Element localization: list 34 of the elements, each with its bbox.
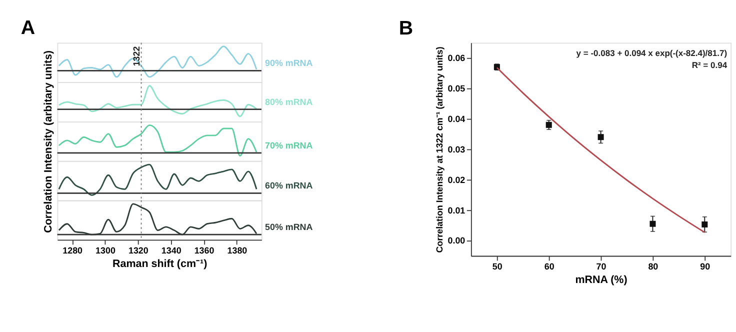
series-label: 50% mRNA bbox=[265, 222, 314, 232]
annotation: y = -0.083 + 0.094 x exp(-(x-82.4)/81.7) bbox=[576, 48, 728, 58]
series-label: 60% mRNA bbox=[265, 180, 314, 191]
point bbox=[650, 220, 656, 227]
x-tick-label: 1360 bbox=[194, 246, 214, 256]
x-tick-label: 50 bbox=[492, 262, 502, 272]
x-tick-label: 1280 bbox=[62, 246, 83, 256]
y-tick-label: 0.05 bbox=[448, 84, 466, 94]
series-label: 90% mRNA bbox=[265, 58, 314, 68]
y-tick-label: 0.04 bbox=[448, 114, 466, 124]
x-tick-label: 90 bbox=[700, 262, 710, 272]
x-axis-title: mRNA (%) bbox=[575, 274, 628, 286]
x-tick-label: 1340 bbox=[161, 246, 182, 256]
y-tick-label: 0.03 bbox=[448, 144, 466, 154]
y-axis-title: Correlation Intensity at 1322 cm⁻¹ (arbitary units) bbox=[434, 46, 444, 253]
x-axis-title: Raman shift (cm⁻¹) bbox=[112, 258, 208, 270]
y-tick-label: 0.01 bbox=[448, 205, 466, 216]
x-tick-label: 1380 bbox=[227, 246, 248, 256]
x-tick-label: 1320 bbox=[128, 246, 148, 256]
point bbox=[598, 134, 604, 140]
series-label: 70% mRNA bbox=[265, 140, 314, 151]
annotation: R² = 0.94 bbox=[692, 60, 728, 70]
ref-line-label: 1322 bbox=[131, 46, 142, 66]
y-tick-label: 0.06 bbox=[448, 53, 466, 64]
y-tick-label: 0.02 bbox=[448, 174, 466, 185]
x-tick-label: 60 bbox=[544, 262, 554, 272]
x-tick-label: 80 bbox=[648, 262, 658, 272]
chart-title: B bbox=[398, 18, 414, 40]
y-axis-title: Correlation Intensity (arbitary units) bbox=[42, 50, 54, 233]
chart-title: A bbox=[20, 17, 36, 40]
series-label: 80% mRNA bbox=[265, 96, 314, 107]
x-tick-label: 70 bbox=[596, 262, 606, 272]
x-tick-label: 1300 bbox=[96, 246, 116, 256]
y-tick-label: 0.00 bbox=[448, 236, 466, 246]
